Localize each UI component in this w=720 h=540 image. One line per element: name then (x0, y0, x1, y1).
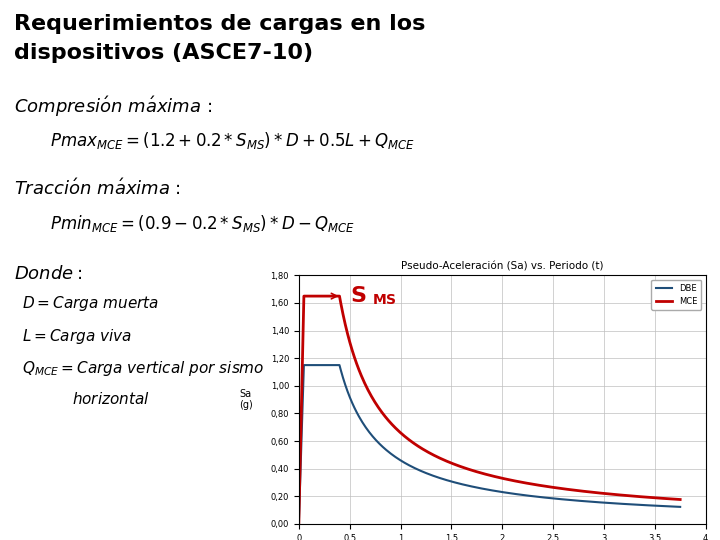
DBE (676, 504, 685, 510)
DBE (294, 521, 303, 527)
MCE (330, 293, 339, 299)
MCE (382, 415, 391, 421)
Text: $\mathit{Compresi\acute{o}n\ m\acute{a}xima}$ :: $\mathit{Compresi\acute{o}n\ m\acute{a}x… (14, 94, 212, 119)
DBE (300, 362, 308, 368)
DBE (382, 447, 391, 453)
Text: $Q_{MCE}$$=Carga\ vertical\ por\ sismo$: $Q_{MCE}$$=Carga\ vertical\ por\ sismo$ (22, 359, 264, 378)
DBE (330, 362, 339, 368)
MCE (559, 485, 568, 492)
MCE (300, 293, 308, 299)
MCE (535, 482, 544, 489)
DBE (535, 494, 544, 500)
DBE (296, 481, 305, 488)
DBE (608, 500, 617, 507)
Text: $L = Carga\ viva$: $L = Carga\ viva$ (22, 327, 132, 346)
Text: Requerimientos de cargas en los: Requerimientos de cargas en los (14, 14, 426, 33)
Title: Pseudo-Aceleración (Sa) vs. Periodo (t): Pseudo-Aceleración (Sa) vs. Periodo (t) (401, 262, 603, 272)
Text: $\mathit{Pmin}_{MCE} = (0.9 - 0.2 * S_{MS}) * D - Q_{MCE}$: $\mathit{Pmin}_{MCE} = (0.9 - 0.2 * S_{M… (50, 213, 356, 234)
Text: $D = Carga\ muerta$: $D = Carga\ muerta$ (22, 294, 159, 313)
Y-axis label: Sa
(g): Sa (g) (239, 389, 253, 410)
MCE (676, 496, 685, 503)
Text: $horizontal$: $horizontal$ (72, 392, 150, 408)
Text: $\mathit{Tracci\acute{o}n\ m\acute{a}xima}$ :: $\mathit{Tracci\acute{o}n\ m\acute{a}xim… (14, 178, 181, 199)
MCE (608, 491, 617, 497)
Text: dispositivos (ASCE7-10): dispositivos (ASCE7-10) (14, 43, 313, 63)
Text: $\mathit{Pmax}_{MCE} = (1.2 + 0.2 * S_{MS}) * D + 0.5L + Q_{MCE}$: $\mathit{Pmax}_{MCE} = (1.2 + 0.2 * S_{M… (50, 130, 415, 151)
Line: DBE: DBE (299, 365, 680, 524)
DBE (559, 496, 568, 503)
MCE (296, 464, 305, 470)
Text: $\mathbf{S}$: $\mathbf{S}$ (350, 286, 366, 306)
Text: $\mathbf{MS}$: $\mathbf{MS}$ (372, 293, 397, 307)
Line: MCE: MCE (299, 296, 680, 524)
Text: $\mathit{Donde}:$: $\mathit{Donde}:$ (14, 265, 83, 282)
Legend: DBE, MCE: DBE, MCE (652, 280, 701, 310)
MCE (294, 521, 303, 527)
